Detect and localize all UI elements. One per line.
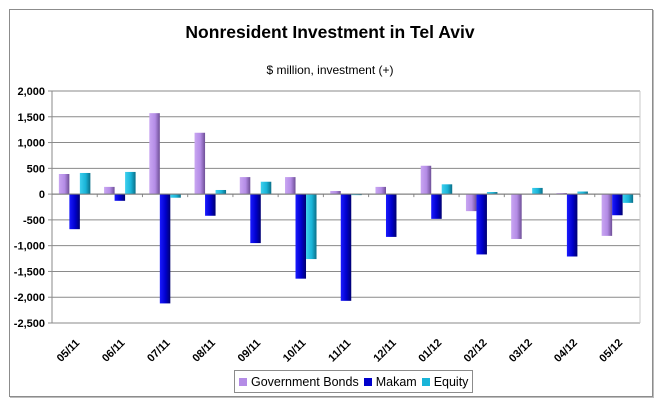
legend-item-makam: Makam	[363, 374, 417, 389]
x-tick-label: 02/12	[462, 337, 490, 365]
bar-equity-05-12	[622, 194, 634, 203]
x-tick-label: 11/11	[326, 337, 353, 364]
y-tick-label: -2,500	[14, 318, 45, 330]
bar-government-bonds-12-11	[375, 186, 386, 195]
y-tick-label: -1,000	[14, 241, 45, 253]
y-tick-label: -1,500	[14, 266, 45, 278]
legend-label: Makam	[375, 374, 417, 389]
y-tick-label: 2,000	[17, 86, 45, 98]
legend-swatch-government-bonds	[239, 377, 247, 386]
bar-equity-02-12	[486, 192, 498, 195]
bar-government-bonds-10-11	[285, 177, 296, 195]
x-tick-label: 03/12	[507, 337, 535, 365]
bar-makam-10-11	[295, 194, 307, 279]
bar-equity-09-11	[260, 181, 272, 195]
bar-makam-08-11	[205, 194, 216, 216]
chart-frame	[9, 9, 653, 397]
bar-makam-02-12	[476, 194, 487, 255]
bar-equity-04-12	[577, 191, 588, 195]
bar-equity-07-11	[170, 194, 181, 198]
bar-government-bonds-09-11	[239, 177, 251, 195]
x-tick-label: 06/11	[100, 337, 128, 365]
bar-equity-05-11	[79, 172, 91, 195]
legend-item-equity: Equity	[421, 374, 469, 389]
legend-item-government-bonds: Government Bonds	[239, 375, 359, 389]
legend-swatch-equity	[421, 377, 430, 386]
bar-government-bonds-05-12	[601, 194, 613, 236]
chart-subtitle: $ million, investment (+)	[266, 63, 394, 77]
bar-makam-05-12	[612, 194, 623, 216]
y-tick-label: -500	[23, 215, 45, 227]
x-tick-label: 07/11	[145, 337, 173, 365]
x-tick-label: 10/11	[281, 337, 309, 365]
bar-makam-11-11	[340, 194, 352, 301]
bar-government-bonds-08-11	[194, 132, 206, 195]
y-tick-label: -2,000	[14, 292, 45, 304]
bar-equity-10-11	[306, 194, 317, 260]
bar-government-bonds-02-12	[465, 194, 477, 212]
y-tick-label: 0	[39, 189, 45, 201]
legend-label: Equity	[433, 374, 469, 389]
legend-swatch-makam	[363, 377, 372, 386]
bar-government-bonds-06-11	[104, 186, 115, 195]
bar-government-bonds-11-11	[330, 191, 341, 195]
bar-makam-12-11	[385, 194, 397, 237]
x-tick-label: 08/11	[190, 337, 218, 365]
bar-government-bonds-07-11	[149, 113, 160, 195]
bar-makam-09-11	[250, 194, 261, 244]
y-tick-label: 500	[27, 163, 45, 175]
legend-label: Government Bonds	[251, 374, 359, 389]
bar-equity-06-11	[125, 171, 136, 195]
y-tick-label: 1,500	[17, 112, 45, 124]
x-tick-label: 04/12	[552, 337, 580, 365]
x-tick-label: 09/11	[236, 337, 264, 365]
x-tick-label: 01/12	[416, 337, 444, 365]
bar-makam-05-11	[69, 194, 80, 230]
bar-government-bonds-01-12	[420, 165, 432, 195]
bar-equity-03-12	[532, 187, 543, 195]
bar-government-bonds-04-12	[556, 193, 567, 195]
bar-equity-01-12	[441, 184, 453, 195]
bar-equity-08-11	[215, 189, 227, 195]
bar-makam-06-11	[114, 194, 126, 201]
x-tick-label: 12/11	[371, 337, 399, 365]
bar-makam-07-11	[159, 194, 171, 304]
x-tick-label: 05/11	[55, 337, 83, 365]
chart-title: Nonresident Investment in Tel Aviv	[185, 22, 475, 42]
bar-makam-04-12	[566, 194, 578, 257]
bar-government-bonds-05-11	[58, 174, 70, 195]
chart-legend: Government Bonds Makam Equity	[234, 370, 474, 393]
x-tick-label: 05/12	[597, 337, 625, 365]
y-tick-label: 1,000	[17, 138, 45, 150]
bar-makam-01-12	[431, 194, 442, 219]
bar-government-bonds-03-12	[511, 194, 522, 239]
